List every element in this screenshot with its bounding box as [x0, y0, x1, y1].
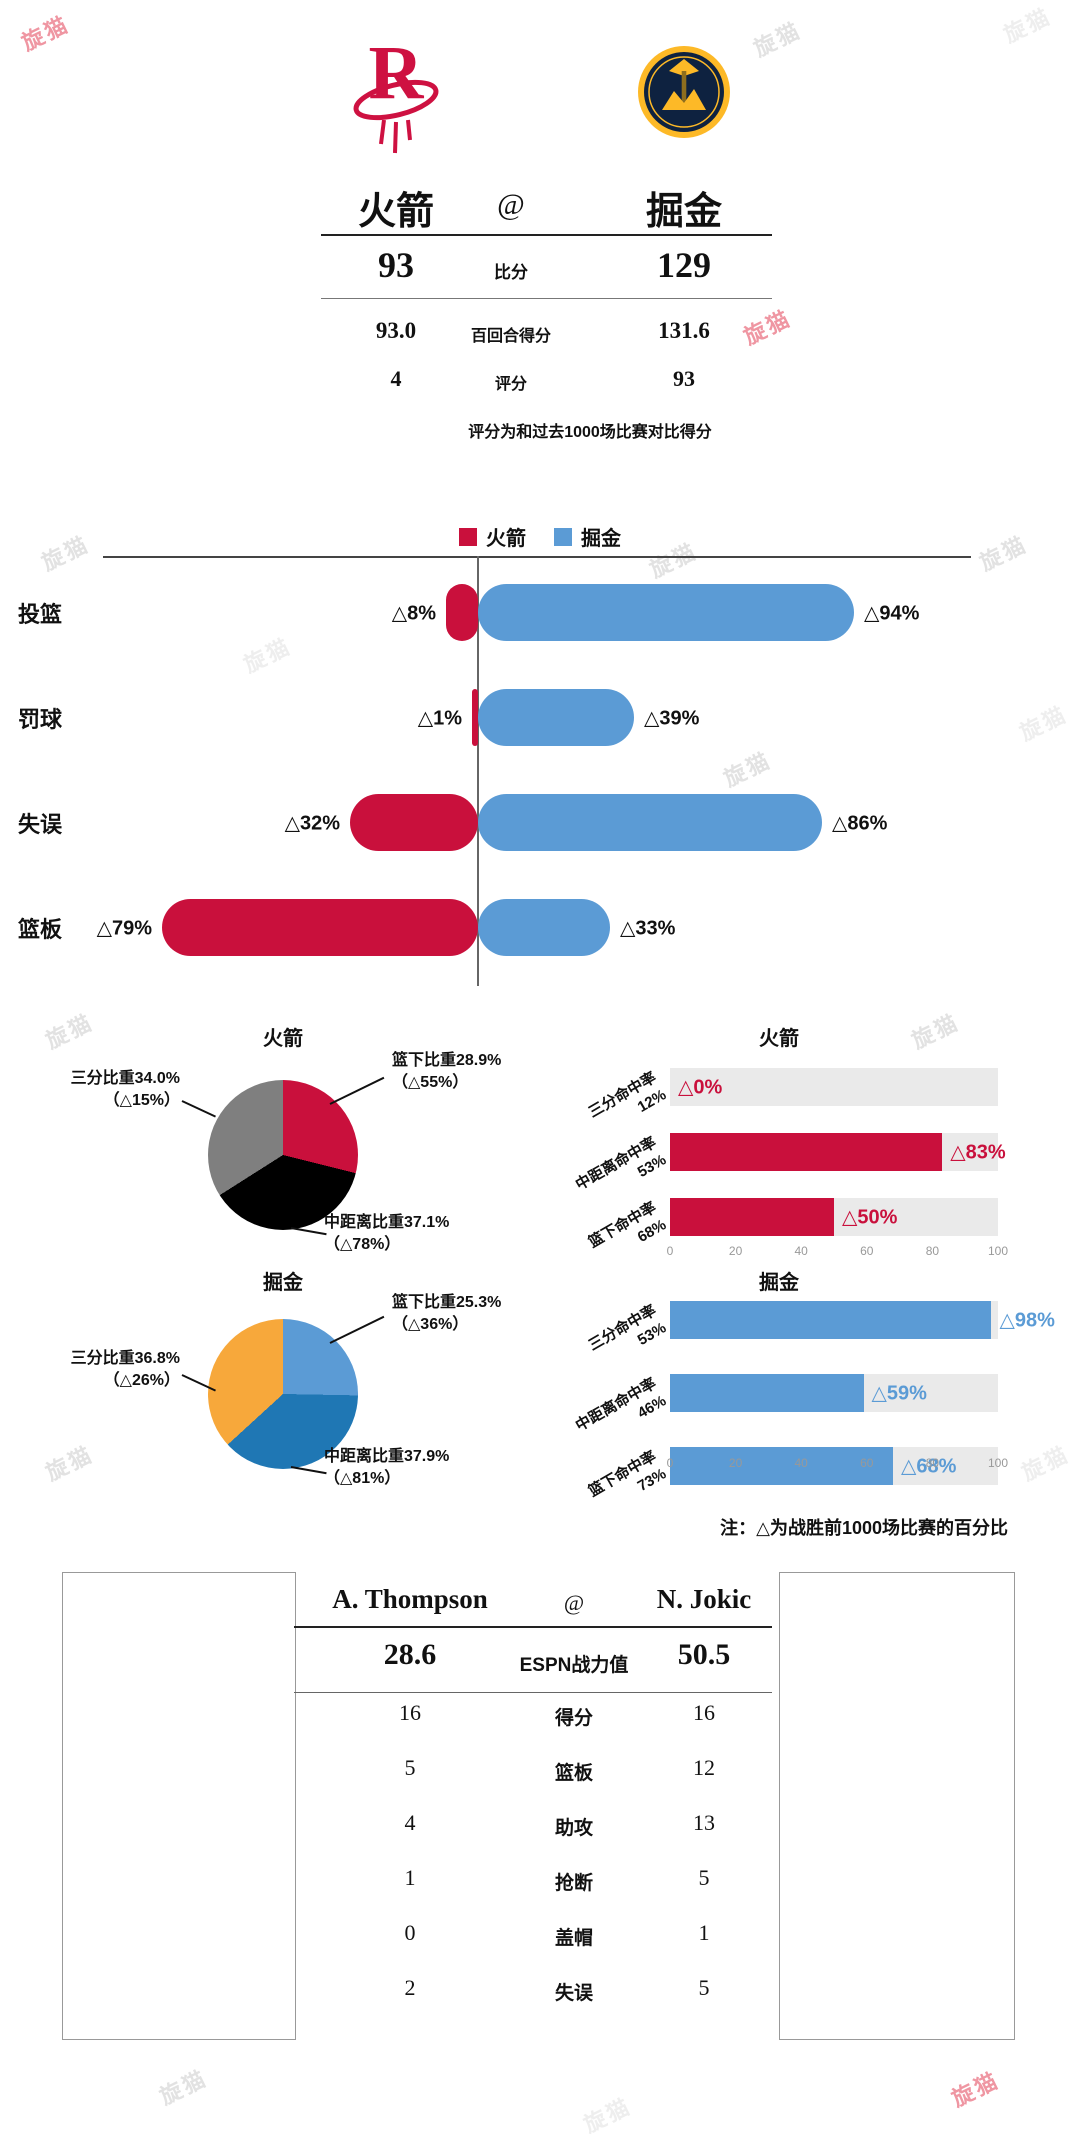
- player-power-divider: [294, 1692, 772, 1693]
- compare-row-1: 罚球 △1% △39%: [0, 665, 1080, 770]
- away-bar: [446, 584, 478, 641]
- pie-label-three: 三分比重36.8% （△26%）: [70, 1350, 180, 1390]
- score-label: 比分: [494, 263, 528, 282]
- away-team-name: 火箭: [357, 191, 434, 233]
- home-legend-label: 掘金: [581, 528, 621, 550]
- watermark: 旋猫: [579, 2093, 636, 2138]
- home-player-photo-box: [779, 1572, 1015, 2040]
- home-legend-swatch: [554, 527, 572, 546]
- home-team-name: 掘金: [645, 191, 722, 233]
- charts-note: 注：△为战胜前1000场比赛的百分比: [720, 1518, 1008, 1538]
- rockets-pie-title: 火箭: [263, 1028, 303, 1050]
- nuggets-pie-title: 掘金: [263, 1272, 303, 1294]
- comparison-chart: 投篮 △8% △94% 罚球 △1% △39% 失误 △32% △86% 篮板 △79% △33%: [0, 560, 1080, 980]
- rockets-hit-title: 火箭: [759, 1028, 799, 1050]
- away-power-value: 28.6: [383, 1638, 437, 1671]
- player-header-divider: [294, 1626, 772, 1628]
- pie-label-mid: 中距离比重37.1% （△78%）: [324, 1214, 450, 1254]
- chart-legend: 火箭 掘金: [0, 522, 1080, 551]
- home-bar: [478, 689, 634, 746]
- away-legend-label: 火箭: [486, 528, 526, 550]
- away-rating: 4: [390, 366, 402, 391]
- compare-row-0: 投篮 △8% △94%: [0, 560, 1080, 665]
- pie-label-three: 三分比重34.0% （△15%）: [70, 1070, 180, 1110]
- compare-row-2: 失误 △32% △86%: [0, 770, 1080, 875]
- away-player-photo-box: [62, 1572, 296, 2040]
- home-bar: [478, 584, 854, 641]
- rockets-shot-mix-pie: [208, 1080, 358, 1230]
- watermark: 旋猫: [41, 1009, 98, 1054]
- nuggets-hit-title: 掘金: [759, 1272, 799, 1294]
- home-bar: [478, 794, 822, 851]
- home-bar-label: △39%: [644, 707, 700, 729]
- away-bar: [350, 794, 478, 851]
- rating-label: 评分: [494, 376, 527, 393]
- per100-label: 百回合得分: [470, 328, 551, 345]
- away-per100: 93.0: [375, 318, 417, 343]
- home-player-name: N. Jokic: [656, 1584, 752, 1614]
- rating-note: 评分为和过去1000场比赛对比得分: [468, 424, 712, 441]
- home-rating: 93: [673, 366, 695, 391]
- rockets-logo: R: [348, 31, 444, 156]
- away-bar: [472, 689, 478, 746]
- legend-item-away: 火箭: [459, 522, 526, 551]
- away-legend-swatch: [459, 527, 477, 546]
- home-power-value: 50.5: [677, 1638, 731, 1671]
- watermark: 旋猫: [947, 2067, 1004, 2112]
- watermark: 旋猫: [999, 3, 1056, 48]
- home-bar: [478, 899, 610, 956]
- watermark: 旋猫: [41, 1441, 98, 1486]
- power-label: ESPN战力值: [519, 1655, 629, 1676]
- chart-top-axis: [103, 556, 971, 558]
- away-bar-label: △8%: [391, 602, 436, 624]
- svg-text:R: R: [369, 36, 425, 115]
- watermark: 旋猫: [907, 1009, 964, 1054]
- header-divider: [321, 234, 772, 236]
- compare-row-3: 篮板 △79% △33%: [0, 875, 1080, 980]
- nuggets-logo-icon: [638, 46, 730, 138]
- nuggets-logo: [636, 44, 732, 140]
- away-bar-label: △1%: [417, 707, 462, 729]
- home-bar-label: △94%: [864, 602, 920, 624]
- watermark: 旋猫: [17, 11, 74, 56]
- home-score: 129: [657, 245, 711, 285]
- home-per100: 131.6: [658, 318, 710, 343]
- chart-center-axis: [477, 556, 479, 986]
- nuggets-shot-mix-pie: [208, 1319, 358, 1469]
- at-symbol: @: [497, 188, 525, 221]
- home-bar-label: △86%: [832, 812, 888, 834]
- player-at-symbol: @: [563, 1590, 585, 1615]
- away-player-name: A. Thompson: [332, 1584, 488, 1614]
- away-bar-label: △32%: [284, 812, 340, 834]
- compare-category-label: 罚球: [18, 706, 63, 732]
- watermark: 旋猫: [155, 2065, 212, 2110]
- score-divider: [321, 298, 772, 299]
- compare-category-label: 失误: [18, 811, 63, 837]
- watermark: 旋猫: [749, 17, 806, 62]
- compare-category-label: 篮板: [18, 916, 63, 942]
- compare-category-label: 投篮: [18, 601, 63, 627]
- away-score: 93: [378, 245, 414, 285]
- rockets-logo-icon: R: [353, 31, 439, 154]
- away-bar: [162, 899, 478, 956]
- pie-label-rim: 篮下比重25.3% （△36%）: [392, 1294, 502, 1334]
- legend-item-home: 掘金: [554, 522, 621, 551]
- pie-label-rim: 篮下比重28.9% （△55%）: [392, 1052, 502, 1092]
- watermark: 旋猫: [1017, 1441, 1074, 1486]
- away-bar-label: △79%: [96, 917, 152, 939]
- home-bar-label: △33%: [620, 917, 676, 939]
- pie-label-mid: 中距离比重37.9% （△81%）: [324, 1448, 450, 1488]
